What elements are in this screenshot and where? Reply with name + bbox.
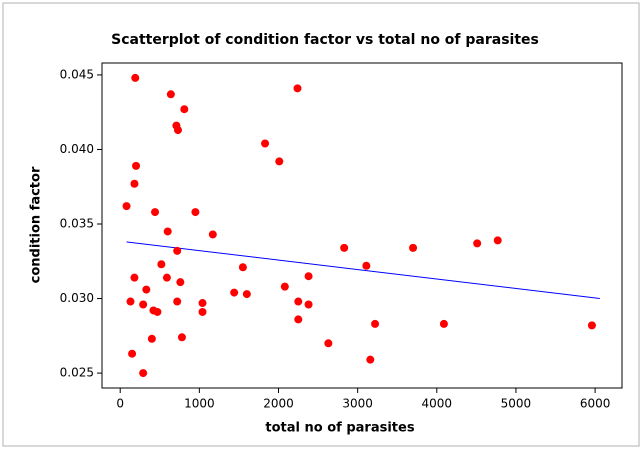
plot-area: [101, 62, 623, 389]
point: [439, 319, 448, 328]
point: [294, 297, 303, 306]
point: [409, 243, 418, 252]
fit-line: [126, 241, 600, 300]
point: [294, 315, 303, 324]
point: [139, 369, 148, 378]
point: [122, 202, 131, 211]
point: [180, 105, 189, 114]
point: [324, 339, 333, 348]
point: [261, 139, 270, 148]
y-tick-label: 0.045: [60, 67, 94, 81]
point: [198, 299, 207, 308]
point: [371, 319, 380, 328]
x-tick-label: 0: [116, 397, 124, 411]
point: [166, 90, 175, 99]
x-tick-label: 2000: [263, 397, 294, 411]
point: [162, 273, 171, 282]
point: [473, 239, 482, 248]
chart-title: Scatterplot of condition factor vs total…: [111, 32, 539, 48]
point: [242, 290, 251, 299]
point: [163, 227, 172, 236]
point: [151, 208, 160, 217]
x-tick-label: 6000: [580, 397, 611, 411]
point: [340, 243, 349, 252]
point: [493, 236, 502, 245]
y-axis-label: condition factor: [29, 166, 44, 283]
point: [275, 157, 284, 166]
y-tick-label: 0.040: [60, 142, 94, 156]
x-axis-label: total no of parasites: [265, 421, 414, 436]
point: [173, 297, 182, 306]
point: [142, 285, 151, 294]
point: [304, 300, 313, 309]
point: [208, 230, 217, 239]
point: [130, 273, 139, 282]
point: [280, 282, 289, 291]
point: [176, 278, 185, 287]
x-tick-label: 3000: [342, 397, 373, 411]
point: [230, 288, 239, 297]
point: [130, 179, 139, 188]
point: [191, 208, 200, 217]
point: [173, 126, 182, 135]
point: [126, 297, 135, 306]
y-tick-label: 0.030: [60, 291, 94, 305]
point: [293, 84, 302, 93]
point: [153, 307, 162, 316]
point: [128, 349, 137, 358]
point: [131, 73, 140, 82]
point: [304, 272, 313, 281]
point: [139, 300, 148, 309]
y-tick-label: 0.035: [60, 217, 94, 231]
point: [132, 161, 141, 170]
point: [147, 334, 156, 343]
point: [173, 246, 182, 255]
x-tick-label: 1000: [184, 397, 215, 411]
point: [198, 307, 207, 316]
point: [366, 355, 375, 364]
point: [238, 263, 247, 272]
point: [362, 261, 371, 270]
point: [587, 321, 596, 330]
y-tick-label: 0.025: [60, 366, 94, 380]
x-tick-label: 5000: [501, 397, 532, 411]
x-tick-label: 4000: [422, 397, 453, 411]
point: [157, 260, 166, 269]
point: [177, 333, 186, 342]
